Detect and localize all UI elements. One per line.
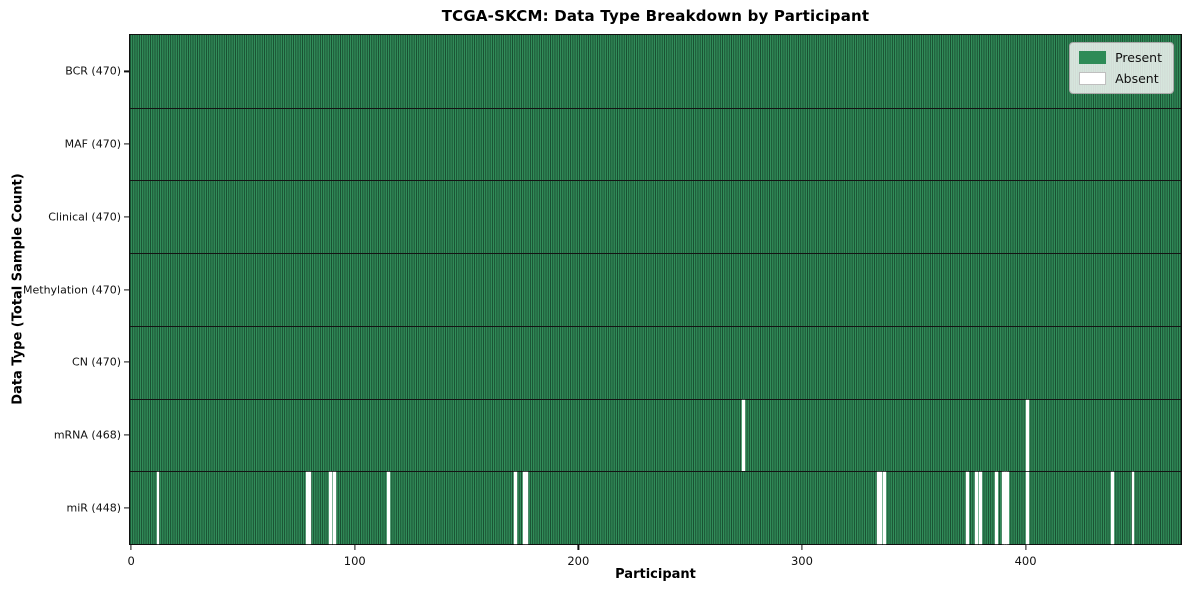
- x-tick-mark: [1024, 545, 1027, 550]
- absent-cell: [514, 472, 518, 544]
- y-tick-label-mrna: mRNA (468): [53, 428, 121, 442]
- heatmap-row-clinical: [130, 180, 1181, 253]
- x-tick-mark: [577, 545, 579, 550]
- absent-cell: [386, 472, 390, 544]
- chart-title: TCGA-SKCM: Data Type Breakdown by Partic…: [441, 7, 870, 25]
- absent-cell: [883, 472, 887, 544]
- x-tick-label-200: 200: [567, 554, 590, 568]
- y-tick-mark: [123, 143, 129, 145]
- legend: Present Absent: [1069, 42, 1174, 94]
- x-tick-mark: [354, 545, 356, 550]
- x-tick-label-300: 300: [790, 554, 813, 568]
- y-tick-label-clinical: Clinical (470): [48, 210, 121, 224]
- absent-cell: [523, 472, 527, 544]
- y-tick-mark: [123, 216, 129, 218]
- legend-item-present: Present: [1079, 50, 1162, 65]
- absent-cell: [974, 472, 978, 544]
- x-tick-label-400: 400: [1014, 554, 1037, 568]
- legend-item-absent: Absent: [1079, 71, 1162, 86]
- y-tick-mark: [123, 361, 129, 363]
- heatmap-plot-area: 0 100 200 300 400 BCR (470) MAF (470) Clinical…: [23, 34, 1182, 568]
- y-axis-label: Data Type (Total Sample Count): [10, 173, 26, 405]
- absent-cell: [308, 472, 312, 544]
- absent-cell: [306, 472, 310, 544]
- absent-cell: [1006, 472, 1010, 544]
- absent-cell: [1026, 472, 1030, 544]
- heatmap-row-mir: [130, 471, 1181, 544]
- absent-cell: [333, 472, 336, 544]
- y-tick-mark: [123, 288, 129, 291]
- absent-cell: [876, 472, 880, 544]
- heatmap-row-bcr: [130, 35, 1181, 108]
- absent-swatch: [1079, 72, 1107, 85]
- absent-cell: [1004, 472, 1007, 544]
- x-tick-label-0: 0: [127, 554, 135, 568]
- legend-label-absent: Absent: [1115, 71, 1159, 86]
- absent-cell: [1026, 399, 1030, 472]
- absent-cell: [1111, 472, 1115, 544]
- x-axis-label: Participant: [615, 567, 696, 582]
- y-tick-label-cn: CN (470): [72, 355, 121, 369]
- absent-cell: [156, 472, 160, 544]
- x-tick-mark: [130, 545, 132, 550]
- y-tick-mark: [123, 70, 129, 72]
- heatmap-row-mrna: [130, 398, 1181, 472]
- absent-cell: [1001, 472, 1005, 544]
- y-tick-label-maf: MAF (470): [64, 137, 121, 151]
- y-tick-mark: [123, 434, 129, 436]
- absent-cell: [979, 472, 983, 544]
- x-tick-label-100: 100: [343, 554, 366, 568]
- heatmap-row-methylation: [130, 253, 1181, 326]
- y-tick-label-mir: miR (448): [66, 501, 122, 515]
- legend-label-present: Present: [1115, 50, 1162, 65]
- absent-cell: [878, 472, 882, 544]
- heatmap-row-cn: [130, 325, 1181, 399]
- heatmap-row-maf: [130, 107, 1181, 181]
- present-swatch: [1079, 51, 1107, 64]
- absent-cell: [966, 472, 969, 544]
- y-tick-label-methylation: Methylation (470): [23, 283, 121, 296]
- y-tick-label-bcr: BCR (470): [65, 64, 121, 78]
- absent-cell: [995, 472, 998, 544]
- absent-cell: [328, 472, 332, 544]
- absent-cell: [1131, 472, 1135, 544]
- y-tick-mark: [123, 507, 129, 509]
- absent-cell: [525, 472, 529, 544]
- absent-cell: [742, 399, 746, 472]
- x-tick-mark: [801, 545, 803, 550]
